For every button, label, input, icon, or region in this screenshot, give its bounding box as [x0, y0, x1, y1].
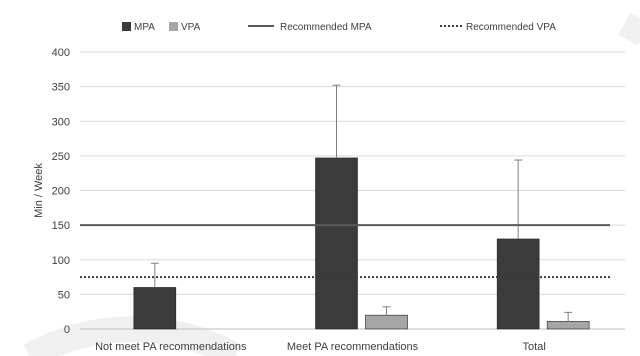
- bar-mpa-2: [315, 157, 358, 330]
- x-tick-label: Total: [523, 341, 546, 353]
- legend-label-mpa: MPA: [134, 22, 155, 33]
- y-tick-label: 400: [52, 47, 70, 59]
- y-tick-label: 0: [64, 324, 70, 336]
- y-axis: 0 50 100 150 200 250 300 350 400: [52, 47, 70, 336]
- bar-vpa-2: [365, 314, 408, 330]
- legend-label-recommended-vpa: Recommended VPA: [466, 22, 556, 33]
- reference-lines: [80, 224, 610, 279]
- y-tick-label: 100: [52, 255, 70, 267]
- watermark-stripe: [618, 12, 640, 46]
- y-tick-label: 300: [52, 116, 70, 128]
- legend-swatch-vpa: [169, 22, 178, 31]
- bar-vpa-3: [546, 321, 590, 330]
- y-tick-label: 50: [58, 289, 70, 301]
- bar-mpa-3: [496, 238, 540, 330]
- bar-mpa-1: [133, 287, 177, 330]
- y-tick-label: 250: [52, 151, 70, 163]
- y-tick-label: 150: [52, 220, 70, 232]
- legend-label-recommended-mpa: Recommended MPA: [280, 22, 372, 33]
- y-axis-title-layer: Min / Week: [33, 163, 45, 218]
- error-bars: [150, 84, 573, 322]
- y-axis-title: Min / Week: [33, 163, 45, 218]
- legend: MPA VPA Recommended MPA Recommended VPA: [122, 22, 556, 33]
- y-tick-label: 350: [52, 82, 70, 94]
- y-tick-label: 200: [52, 186, 70, 198]
- x-tick-label: Meet PA recommendations: [287, 341, 419, 353]
- legend-label-vpa: VPA: [181, 22, 201, 33]
- x-tick-label: Not meet PA recommendations: [95, 341, 247, 353]
- legend-swatch-mpa: [122, 22, 131, 31]
- bars: [133, 157, 590, 330]
